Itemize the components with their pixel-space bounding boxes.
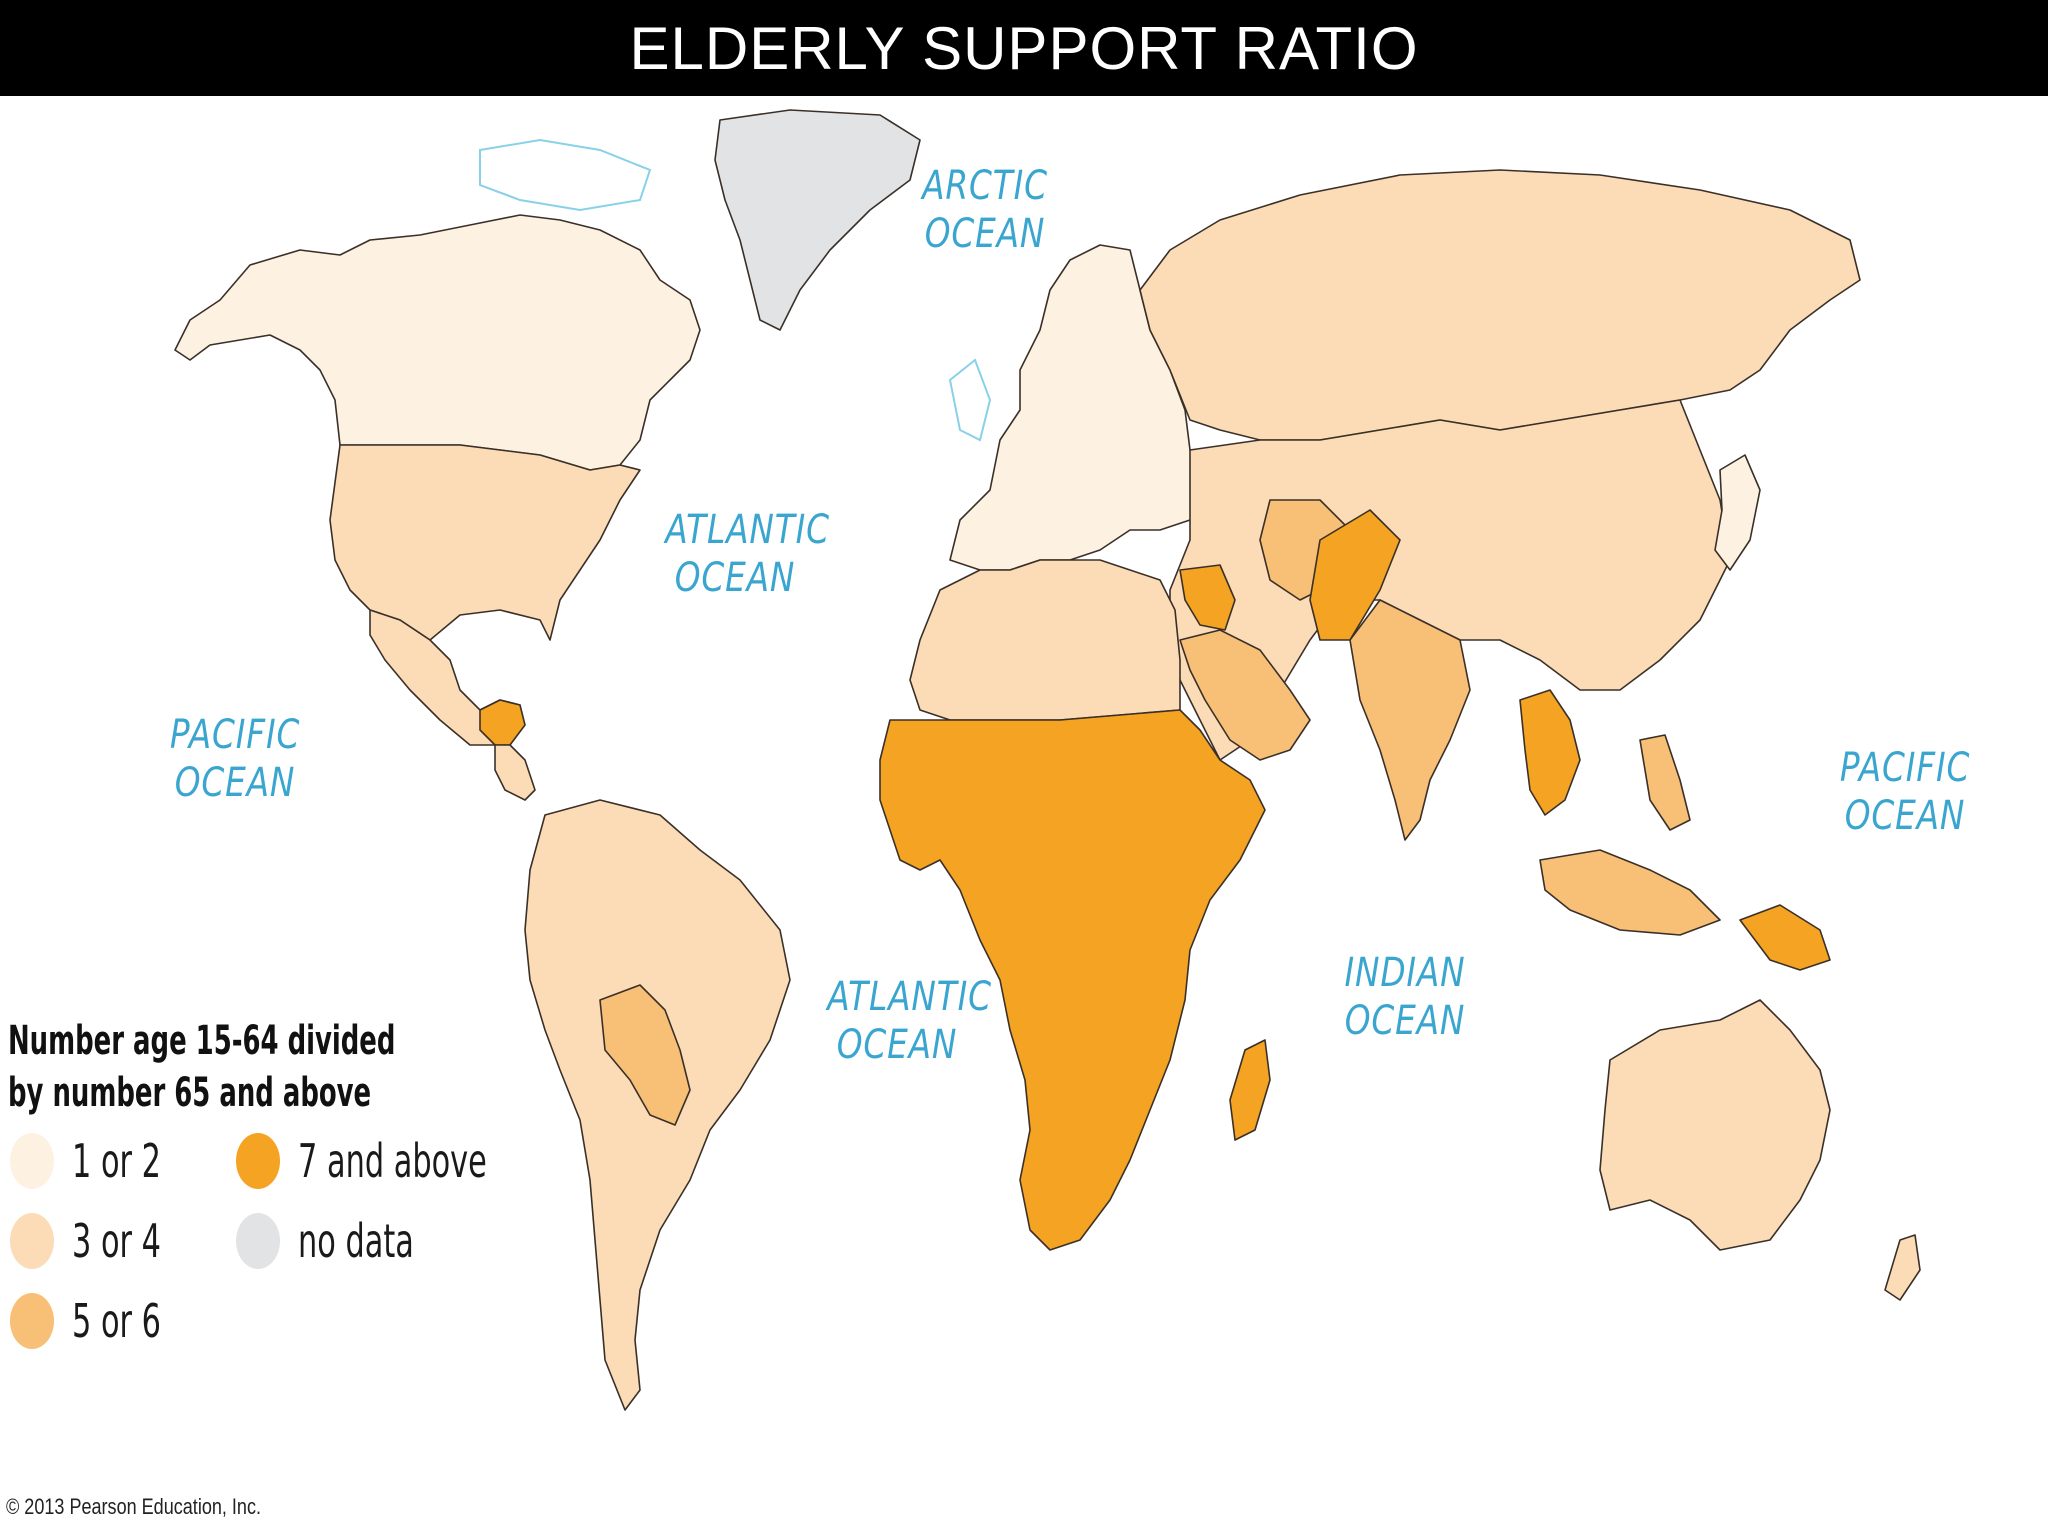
legend-title-line-1: Number age 15-64 divided [8,1018,396,1064]
region-pakistan [1309,509,1401,641]
arctic-islands [479,138,652,212]
region-papua [1739,904,1831,971]
legend-label-7-and-above: 7 and above [298,1134,487,1188]
ocean-label-pacific-east: PACIFIC OCEAN [169,712,301,806]
ocean-label-arctic: ARCTIC OCEAN [922,163,1048,257]
ocean-label-indian: INDIAN OCEAN [1344,950,1466,1044]
region-iraq-yemen [1179,564,1236,631]
region-north-africa [909,559,1181,721]
region-japan [1714,454,1761,571]
legend-label-3-or-4: 3 or 4 [72,1214,161,1268]
region-philippines [1639,734,1691,831]
map-legend: Number age 15-64 divided by number 65 an… [8,1015,568,1403]
region-greenland [714,109,921,331]
ocean-label-atlantic-north: ATLANTIC OCEAN [665,507,830,601]
legend-swatch-3-or-4 [10,1213,54,1269]
page-title: ELDERLY SUPPORT RATIO [629,14,1419,82]
legend-item-1-or-2: 1 or 2 [10,1133,207,1189]
legend-swatch-no-data [236,1213,280,1269]
region-new-zealand [1884,1234,1921,1301]
legend-item-no-data: no data [236,1213,474,1269]
legend-swatch-5-or-6 [10,1293,54,1349]
region-madagascar [1229,1039,1271,1141]
legend-item-7-and-above: 7 and above [236,1133,584,1189]
region-usa [329,444,641,641]
region-central-america-high [479,699,526,746]
region-sub-saharan-africa [879,709,1266,1251]
legend-item-5-or-6: 5 or 6 [10,1293,207,1349]
region-arabia [1179,629,1311,761]
ocean-label-pacific-west: PACIFIC OCEAN [1839,745,1971,839]
title-bar: ELDERLY SUPPORT RATIO [0,0,2048,96]
legend-swatch-1-or-2 [10,1133,54,1189]
legend-label-5-or-6: 5 or 6 [72,1294,161,1348]
legend-item-3-or-4: 3 or 4 [10,1213,207,1269]
legend-label-no-data: no data [298,1214,414,1268]
world-map-svg [174,109,1921,1411]
legend-label-1-or-2: 1 or 2 [72,1134,161,1188]
region-bolivia-paraguay [599,984,691,1126]
uk-islands [948,358,992,442]
region-southeast-asia [1519,689,1581,816]
legend-title-line-2: by number 65 and above [8,1070,372,1116]
region-central-america [494,744,536,801]
region-australia [1599,999,1831,1251]
ocean-label-atlantic-south: ATLANTIC OCEAN [827,974,992,1068]
region-india [1349,599,1471,841]
region-asia-middle [1169,399,1731,761]
legend-items: 1 or 2 3 or 4 5 or 6 7 and above no data [8,1133,568,1403]
legend-swatch-7-and-above [236,1133,280,1189]
region-indonesia [1539,849,1721,936]
region-russia [1139,169,1861,441]
copyright-text: © 2013 Pearson Education, Inc. [6,1494,261,1519]
world-map: ARCTIC OCEAN ATLANTIC OCEAN PACIFIC OCEA… [0,96,2048,1536]
region-canada-alaska [174,214,701,471]
